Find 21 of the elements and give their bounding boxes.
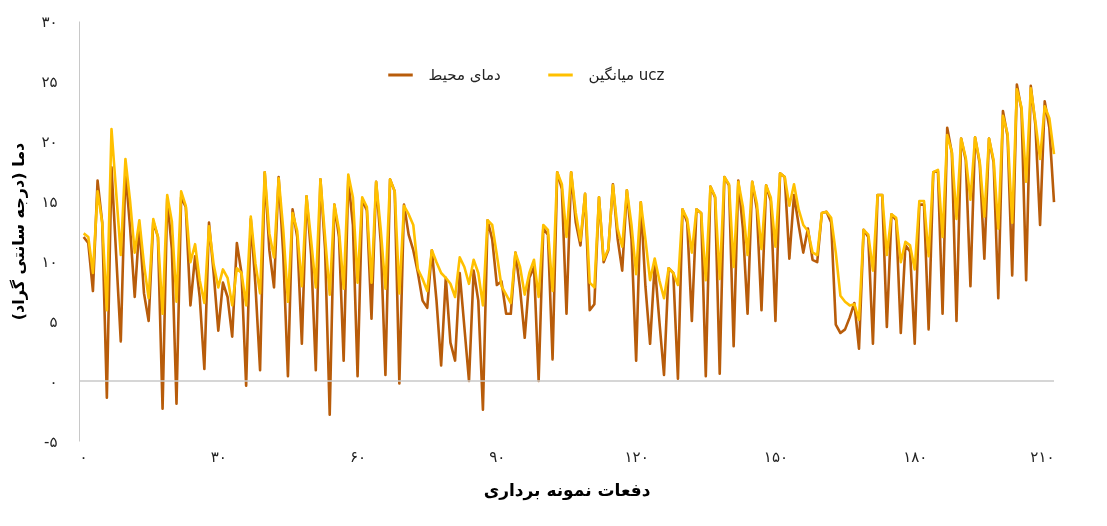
x-tick-label: ۱۸۰ bbox=[903, 447, 928, 466]
x-tick-label: ۳۰ bbox=[210, 447, 227, 466]
y-tick-label: ۲۰ bbox=[41, 132, 58, 151]
y-tick-label: ۱۰ bbox=[41, 252, 58, 271]
x-tick-label: ۱۲۰ bbox=[624, 447, 649, 466]
x-tick-label: ۱۵۰ bbox=[763, 447, 789, 466]
y-tick-label: ۳۰ bbox=[41, 12, 58, 31]
y-tick-label: ۰ bbox=[49, 372, 58, 391]
y-tick-label: ۱۵ bbox=[41, 192, 58, 211]
legend-label: میانگین ucz bbox=[588, 66, 665, 84]
x-tick-label: ۲۱۰ bbox=[1030, 447, 1055, 466]
line-series bbox=[82, 86, 1056, 322]
y-axis-title: دما (درجه سانتی گراد) bbox=[9, 142, 29, 321]
x-tick-label: ۶۰ bbox=[350, 447, 367, 466]
x-axis-title: دفعات نمونه برداری bbox=[483, 479, 651, 501]
x-tick-label: ۰ bbox=[79, 447, 88, 466]
y-tick-label: ۵ bbox=[49, 312, 58, 331]
x-tick-label: ۹۰ bbox=[489, 447, 506, 466]
y-tick-label: ۲۵ bbox=[41, 72, 58, 91]
y-tick-label: -۵ bbox=[44, 432, 58, 451]
legend-label: دمای محیط bbox=[428, 66, 501, 84]
